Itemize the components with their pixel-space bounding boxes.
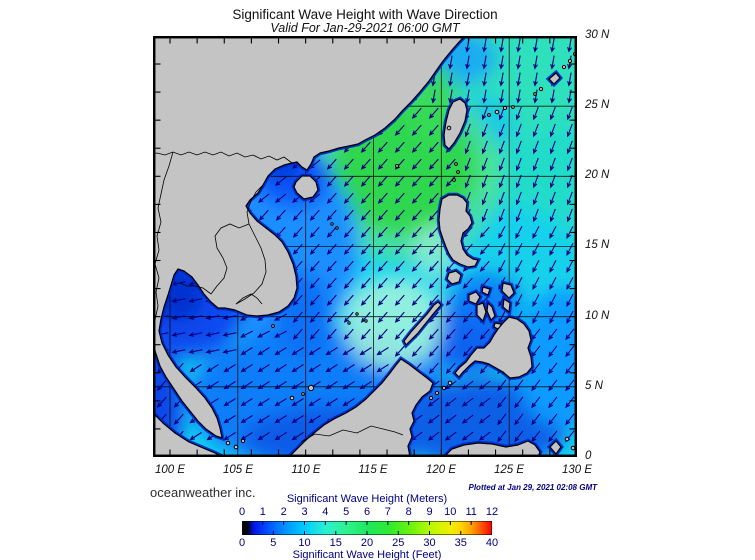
lat-label-20n: 20 N bbox=[585, 169, 610, 181]
wave-map bbox=[153, 36, 577, 457]
meters-tick: 9 bbox=[426, 506, 433, 518]
lat-label-30n: 30 N bbox=[585, 29, 610, 41]
leyte-island bbox=[502, 298, 511, 313]
country-borders bbox=[154, 151, 404, 443]
valid-time-subtitle: Valid For Jan-29-2021 06:00 GMT bbox=[270, 21, 460, 35]
meters-tick: 12 bbox=[485, 506, 499, 518]
feet-tick: 15 bbox=[329, 537, 342, 549]
wave-map-svg bbox=[153, 36, 577, 457]
taiwan-island bbox=[443, 98, 468, 150]
meters-tick: 5 bbox=[343, 506, 350, 518]
legend-feet-title: Significant Wave Height (Feet) bbox=[292, 549, 442, 560]
mindoro-island bbox=[446, 270, 462, 285]
lon-label-120e: 120 E bbox=[425, 464, 457, 476]
hainan-island bbox=[293, 175, 319, 200]
lat-label-5n: 5 N bbox=[585, 380, 603, 392]
meters-tick: 11 bbox=[465, 506, 477, 518]
feet-tick: 5 bbox=[270, 537, 277, 549]
map-frame bbox=[153, 36, 577, 457]
panay-island bbox=[468, 291, 481, 305]
luzon-island bbox=[438, 194, 479, 268]
lon-label-125e: 125 E bbox=[493, 464, 525, 476]
lon-label-105e: 105 E bbox=[222, 464, 254, 476]
meters-tick: 7 bbox=[384, 506, 391, 518]
asia-mainland bbox=[154, 37, 465, 439]
oceanweather-credit: oceanweather inc. bbox=[150, 485, 256, 500]
meters-tick: 6 bbox=[363, 506, 371, 518]
feet-tick: 20 bbox=[360, 537, 374, 549]
lat-label-10n: 10 N bbox=[585, 310, 610, 322]
meters-tick: 3 bbox=[301, 506, 308, 518]
legend-meters-title: Significant Wave Height (Meters) bbox=[286, 493, 448, 505]
feet-tick: 40 bbox=[485, 537, 499, 549]
plotted-timestamp: Plotted at Jan 29, 2021 02:08 GMT bbox=[468, 483, 598, 492]
lon-label-115e: 115 E bbox=[358, 464, 388, 476]
page-title: Significant Wave Height with Wave Direct… bbox=[232, 7, 498, 22]
feet-tick: 25 bbox=[392, 537, 405, 549]
lat-label-25n: 25 N bbox=[585, 99, 610, 111]
feet-tick: 0 bbox=[238, 537, 246, 549]
okinawa-island bbox=[548, 72, 561, 85]
meters-tick: 1 bbox=[259, 506, 266, 518]
halmahera-island bbox=[549, 440, 562, 455]
wave-height-colorbar bbox=[242, 521, 492, 535]
cebu-island bbox=[486, 302, 496, 321]
lat-label-15n: 15 N bbox=[585, 239, 610, 251]
small-islands bbox=[225, 51, 576, 451]
samar-island bbox=[501, 282, 515, 299]
palawan-island bbox=[403, 301, 442, 346]
meters-tick: 4 bbox=[322, 506, 329, 518]
feet-tick: 30 bbox=[423, 537, 436, 549]
lon-label-130e: 130 E bbox=[561, 464, 593, 476]
land-masses bbox=[154, 37, 576, 456]
feet-tick: 10 bbox=[298, 537, 311, 549]
meters-tick: 2 bbox=[280, 506, 287, 518]
lon-label-110e: 110 E bbox=[291, 464, 321, 476]
meters-tick: 0 bbox=[238, 506, 246, 518]
lon-label-100e: 100 E bbox=[154, 464, 186, 476]
feet-tick: 35 bbox=[454, 537, 467, 549]
meters-tick: 8 bbox=[405, 506, 412, 518]
lat-label-0: 0 bbox=[585, 450, 592, 462]
sumatra-island bbox=[154, 413, 223, 456]
masbate-island bbox=[481, 286, 491, 296]
borneo-island bbox=[289, 358, 434, 456]
negros-island bbox=[476, 302, 487, 322]
mindanao-island bbox=[454, 316, 533, 379]
meters-tick: 10 bbox=[444, 506, 457, 518]
